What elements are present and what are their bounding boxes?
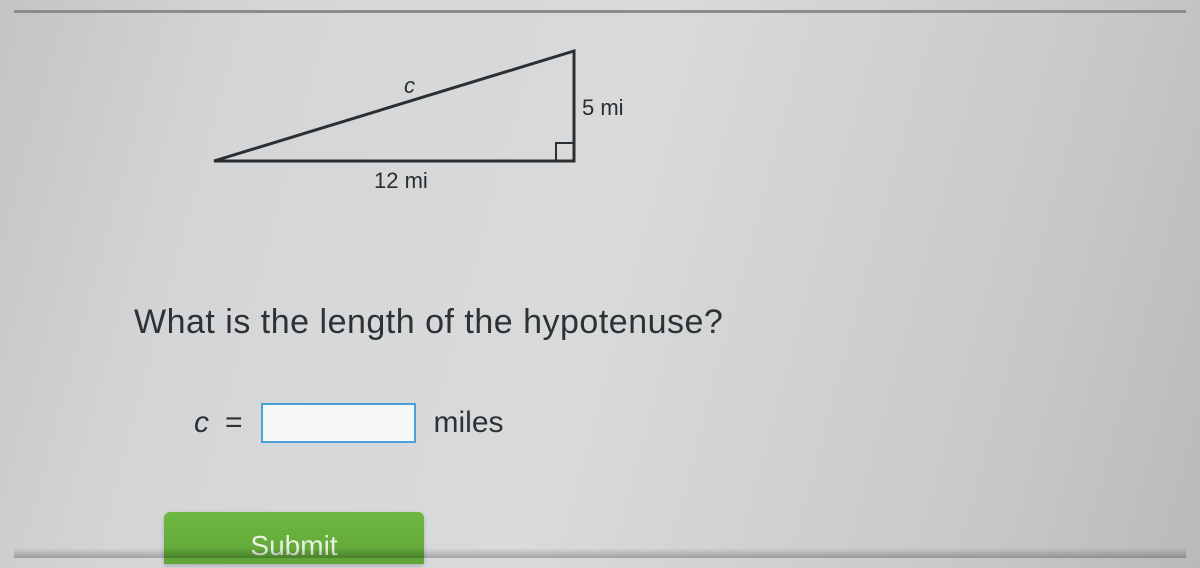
answer-unit: miles [434,406,504,440]
hypotenuse-label: c [404,73,415,99]
base-leg-label: 12 mi [374,168,428,194]
triangle-diagram: c 5 mi 12 mi [194,33,694,213]
right-angle-marker-icon [556,143,574,161]
answer-variable: c [194,406,209,440]
answer-input[interactable] [261,403,416,443]
triangle-shape [214,51,574,161]
vertical-leg-label: 5 mi [582,95,624,121]
answer-row: c = miles [194,403,504,443]
bottom-shadow [14,548,1186,558]
content-area: c 5 mi 12 mi What is the length of the h… [14,10,1186,558]
screen-frame: c 5 mi 12 mi What is the length of the h… [0,0,1200,568]
answer-equals: = [225,406,243,440]
question-prompt: What is the length of the hypotenuse? [134,303,723,342]
